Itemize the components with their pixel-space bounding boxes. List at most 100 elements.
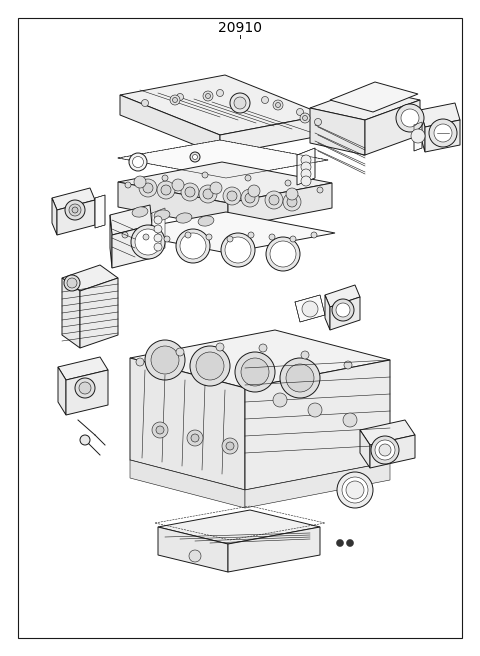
Polygon shape [158, 527, 228, 572]
Circle shape [65, 200, 85, 220]
Circle shape [69, 204, 81, 216]
Circle shape [143, 234, 149, 240]
Circle shape [203, 91, 213, 101]
Circle shape [269, 234, 275, 240]
Circle shape [297, 108, 303, 115]
Circle shape [143, 183, 153, 193]
Circle shape [156, 426, 164, 434]
Circle shape [273, 393, 287, 407]
Circle shape [161, 185, 171, 195]
Circle shape [286, 364, 314, 392]
Circle shape [273, 100, 283, 110]
Circle shape [192, 155, 197, 159]
Polygon shape [112, 225, 152, 268]
Polygon shape [130, 330, 390, 388]
Circle shape [199, 185, 217, 203]
Polygon shape [310, 88, 420, 120]
Polygon shape [110, 215, 112, 268]
Circle shape [80, 435, 90, 445]
Circle shape [205, 94, 211, 98]
Circle shape [283, 193, 301, 211]
Circle shape [216, 343, 224, 351]
Polygon shape [365, 100, 420, 155]
Circle shape [276, 102, 280, 108]
Circle shape [185, 232, 191, 238]
Polygon shape [130, 460, 245, 508]
Circle shape [227, 236, 233, 242]
Polygon shape [425, 120, 460, 152]
Circle shape [134, 176, 146, 188]
Circle shape [411, 129, 425, 143]
Circle shape [67, 278, 77, 288]
Polygon shape [228, 527, 320, 572]
Polygon shape [118, 212, 335, 253]
Circle shape [181, 183, 199, 201]
Circle shape [189, 550, 201, 562]
Circle shape [154, 225, 162, 233]
Ellipse shape [198, 216, 214, 226]
Circle shape [314, 119, 322, 125]
Circle shape [241, 358, 269, 386]
Polygon shape [120, 75, 325, 135]
Polygon shape [360, 420, 415, 445]
Circle shape [202, 172, 208, 178]
Polygon shape [420, 103, 460, 127]
Circle shape [302, 301, 318, 317]
Circle shape [151, 346, 179, 374]
Circle shape [280, 358, 320, 398]
Circle shape [185, 187, 195, 197]
Polygon shape [110, 205, 152, 235]
Circle shape [142, 100, 148, 106]
Polygon shape [297, 148, 315, 185]
Circle shape [336, 303, 350, 317]
Polygon shape [130, 358, 245, 490]
Circle shape [222, 438, 238, 454]
Circle shape [434, 124, 452, 142]
Polygon shape [325, 295, 330, 330]
Circle shape [191, 434, 199, 442]
Circle shape [154, 216, 162, 224]
Circle shape [343, 413, 357, 427]
Polygon shape [80, 278, 118, 348]
Polygon shape [58, 367, 66, 415]
Polygon shape [118, 140, 328, 178]
Circle shape [129, 153, 147, 171]
Circle shape [262, 96, 268, 104]
Circle shape [164, 236, 170, 242]
Circle shape [227, 191, 237, 201]
Circle shape [177, 94, 183, 100]
Polygon shape [66, 370, 108, 415]
Polygon shape [57, 200, 95, 235]
Circle shape [64, 275, 80, 291]
Polygon shape [245, 462, 390, 508]
Circle shape [332, 299, 354, 321]
Circle shape [342, 477, 368, 503]
Circle shape [176, 229, 210, 263]
Circle shape [72, 207, 78, 213]
Circle shape [170, 95, 180, 105]
Polygon shape [62, 265, 118, 291]
Polygon shape [228, 183, 332, 228]
Polygon shape [370, 435, 415, 468]
Circle shape [79, 382, 91, 394]
Polygon shape [58, 357, 108, 380]
Polygon shape [120, 95, 220, 155]
Circle shape [286, 188, 298, 200]
Circle shape [225, 237, 251, 263]
Circle shape [301, 176, 311, 186]
Circle shape [401, 109, 419, 127]
Circle shape [301, 351, 309, 359]
Circle shape [287, 197, 297, 207]
Polygon shape [245, 360, 390, 490]
Circle shape [317, 187, 323, 193]
Circle shape [266, 237, 300, 271]
Circle shape [131, 225, 165, 259]
Circle shape [162, 175, 168, 181]
Circle shape [125, 182, 131, 188]
Circle shape [396, 104, 424, 132]
Circle shape [223, 187, 241, 205]
Circle shape [347, 539, 353, 546]
Circle shape [157, 181, 175, 199]
Polygon shape [220, 115, 325, 155]
Circle shape [139, 179, 157, 197]
